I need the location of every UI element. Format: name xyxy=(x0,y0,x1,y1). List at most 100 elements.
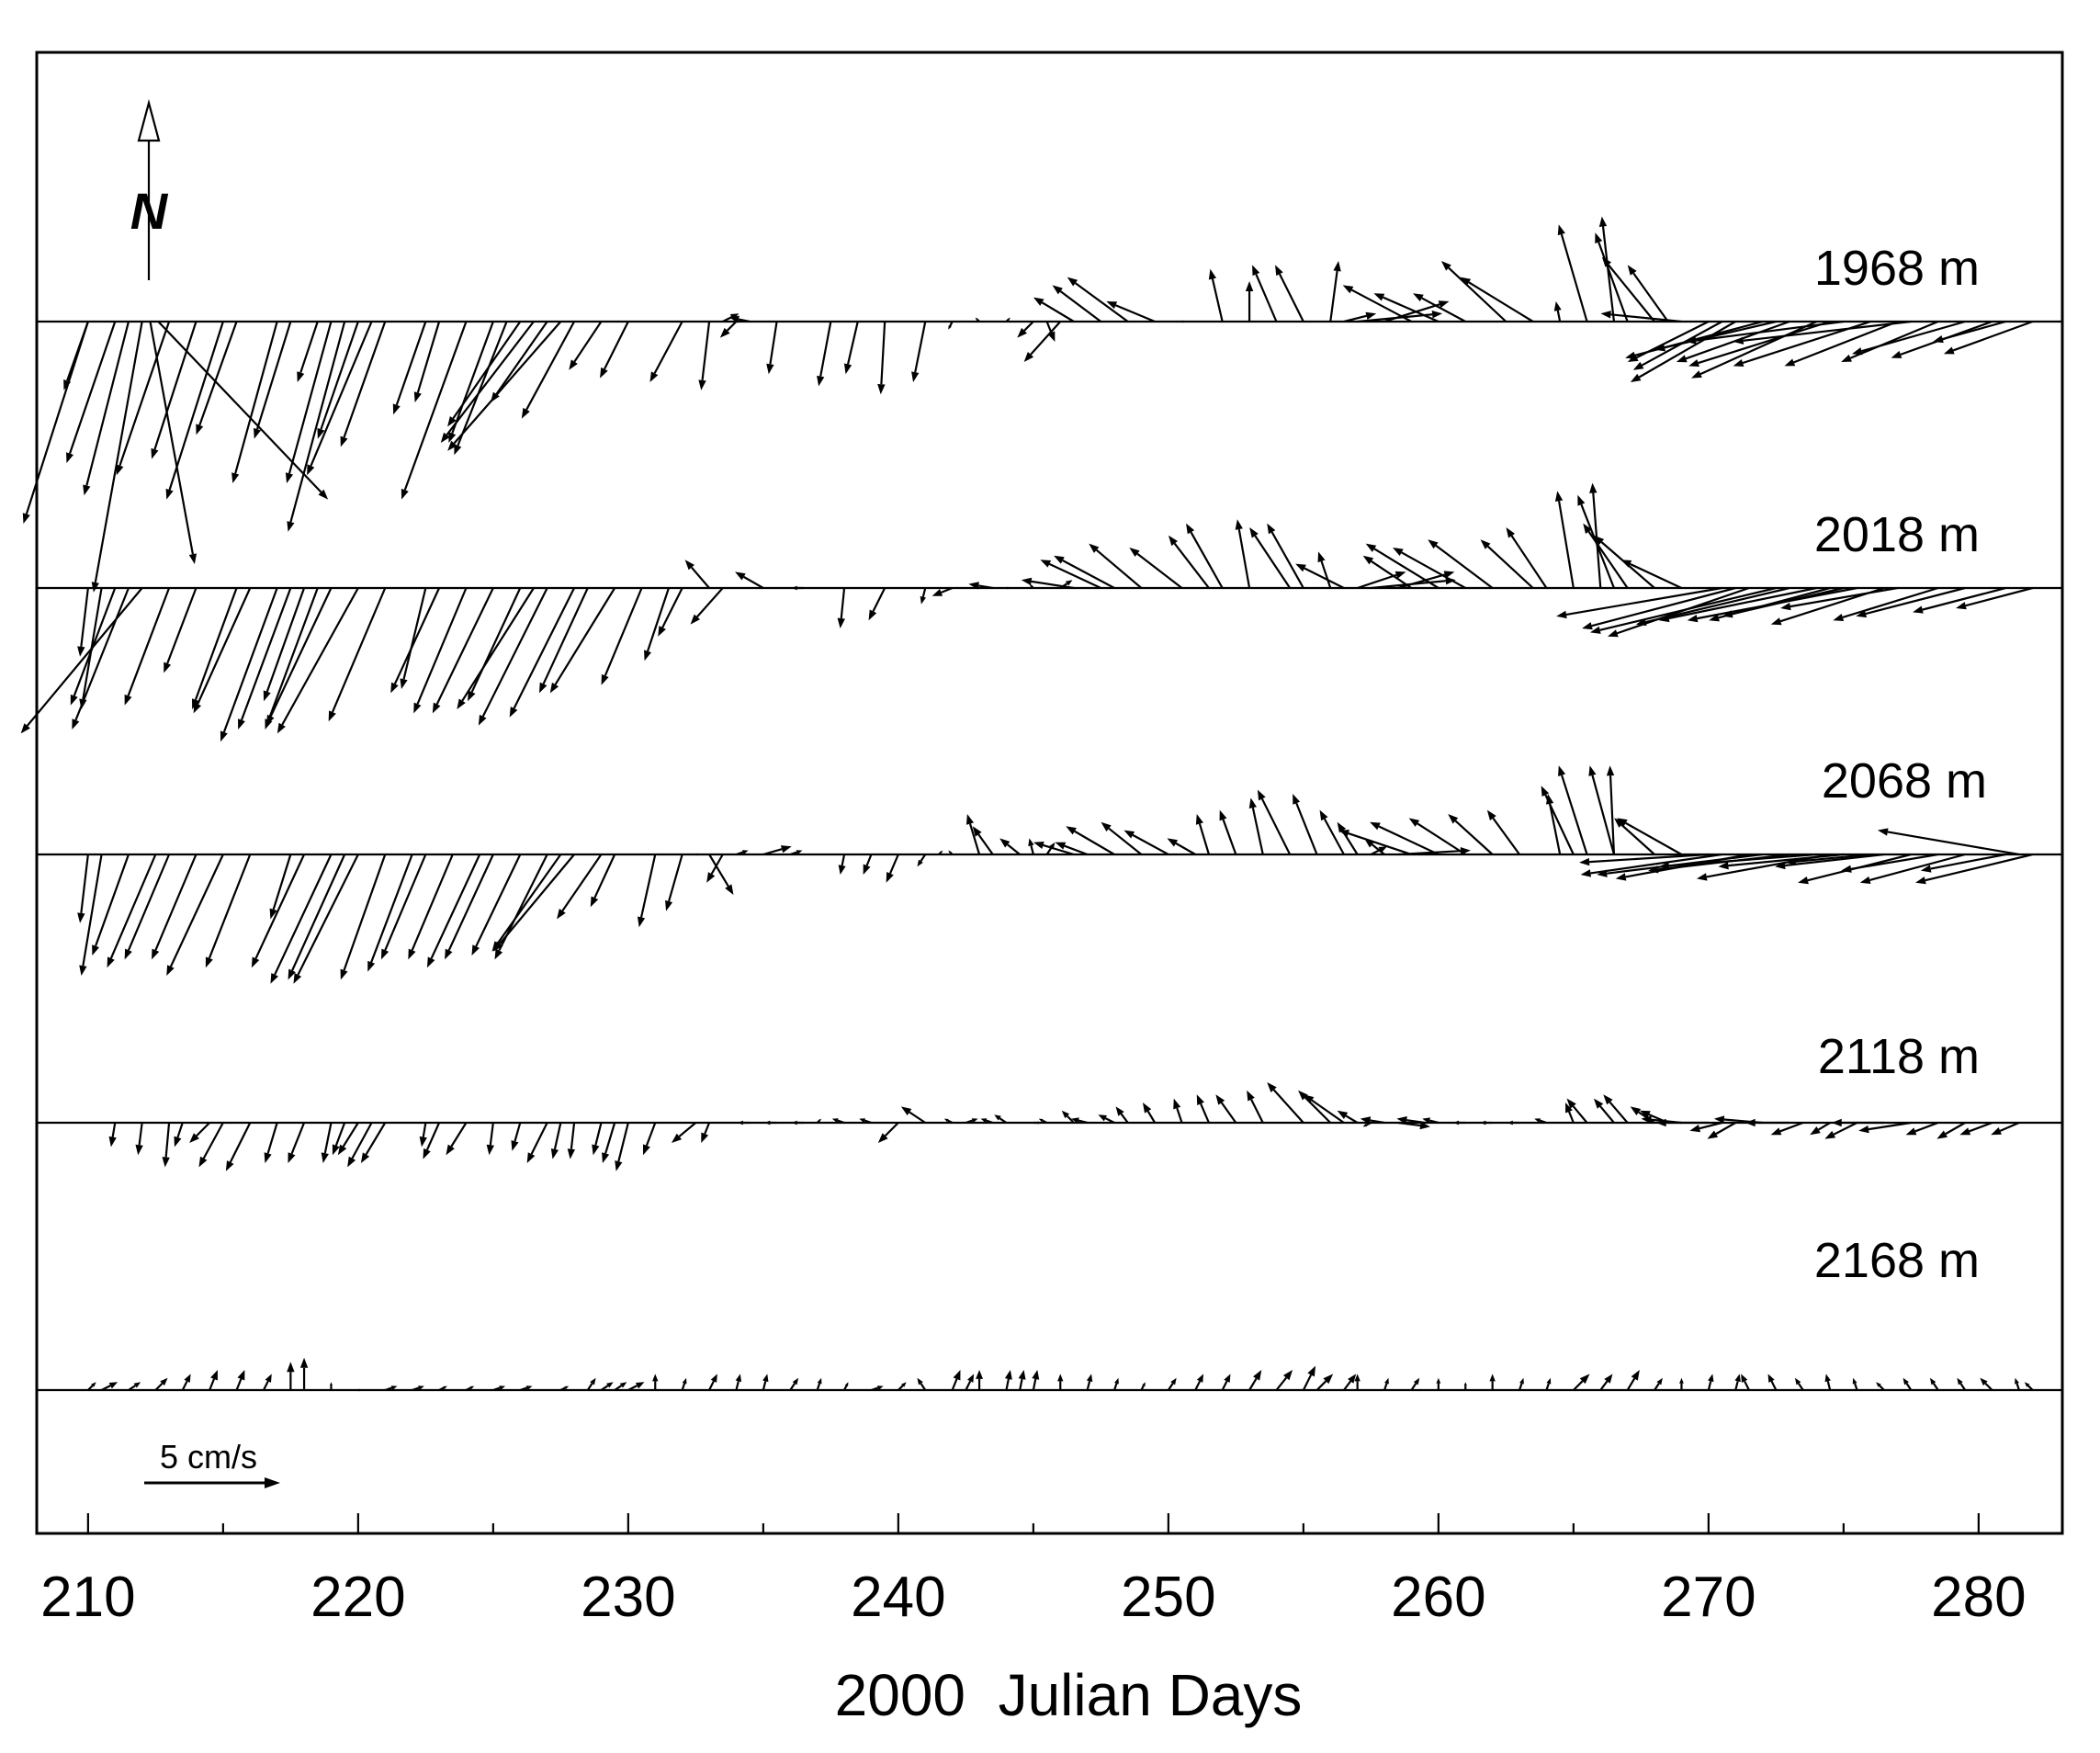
current-vector xyxy=(1343,311,1377,323)
current-vector xyxy=(1689,1121,1722,1133)
current-vector xyxy=(1208,268,1224,322)
current-vector xyxy=(1115,1106,1129,1124)
current-vector xyxy=(1422,1117,1440,1125)
current-vector xyxy=(1658,586,1817,623)
current-vector xyxy=(447,321,522,427)
current-vector xyxy=(1794,1377,1804,1391)
current-vector xyxy=(1440,261,1507,322)
current-vector xyxy=(1249,527,1292,589)
current-vector xyxy=(1017,321,1034,338)
current-vector xyxy=(549,587,616,694)
current-vector xyxy=(287,1362,295,1390)
current-vector xyxy=(698,321,711,390)
current-vector xyxy=(600,1382,614,1391)
series-layer: 1968 m 2018 m 2068 m 2118 m 2168 m xyxy=(20,216,2062,1392)
current-vector xyxy=(419,1122,427,1148)
current-vector xyxy=(1302,1365,1316,1391)
current-vector xyxy=(157,321,329,500)
current-vector xyxy=(943,1118,954,1124)
current-vector xyxy=(951,1370,961,1391)
current-vector xyxy=(340,854,387,980)
current-vector xyxy=(791,585,804,591)
current-vector xyxy=(225,1122,252,1171)
current-vector xyxy=(1247,1090,1264,1124)
current-vector xyxy=(938,850,943,855)
current-vector xyxy=(762,1374,769,1391)
current-vector xyxy=(1626,1370,1640,1391)
current-vector xyxy=(400,587,427,689)
current-vector xyxy=(1275,265,1304,322)
current-vector xyxy=(390,587,441,694)
current-vector xyxy=(994,1114,1008,1124)
current-vector xyxy=(357,1388,363,1392)
current-vector xyxy=(465,1385,475,1391)
current-vector xyxy=(1033,1121,1042,1125)
current-vector xyxy=(108,1122,117,1148)
current-vector xyxy=(1824,1374,1832,1391)
current-vector xyxy=(1688,320,1831,368)
current-vector xyxy=(87,1382,96,1391)
current-vector xyxy=(1933,320,2006,344)
current-vector xyxy=(665,854,683,911)
current-vector xyxy=(491,321,548,402)
current-vector xyxy=(1707,1374,1714,1391)
current-vector xyxy=(1627,265,1669,322)
depth-label: 2068 m xyxy=(1822,753,1987,809)
current-vector xyxy=(538,587,589,694)
current-vector xyxy=(128,1382,141,1391)
current-vector xyxy=(198,1122,224,1168)
current-vector xyxy=(1383,300,1450,323)
current-vector xyxy=(77,587,89,657)
current-vector xyxy=(1006,586,1010,590)
current-vector xyxy=(445,854,494,960)
current-vector xyxy=(367,854,413,972)
current-vector xyxy=(166,854,224,976)
current-vector xyxy=(446,1122,468,1156)
current-vector xyxy=(1579,853,1709,866)
current-vector xyxy=(671,1122,697,1143)
current-vector xyxy=(1627,321,1710,362)
current-vector xyxy=(1630,321,1736,382)
current-vector xyxy=(1396,1115,1426,1125)
current-vector xyxy=(1775,853,1885,870)
current-vector xyxy=(1393,548,1466,589)
current-vector xyxy=(877,1122,899,1143)
current-vector xyxy=(1186,523,1224,589)
current-vector xyxy=(1506,527,1548,589)
current-vector xyxy=(1744,1118,1790,1127)
current-vector xyxy=(1360,1116,1385,1125)
current-vector xyxy=(79,854,103,976)
current-vector xyxy=(649,321,683,382)
current-vector xyxy=(817,321,832,387)
current-vector xyxy=(1980,1377,1993,1391)
series-4: 2118 m xyxy=(37,1029,2062,1171)
current-vector xyxy=(877,321,886,395)
current-vector xyxy=(408,854,454,960)
current-vector xyxy=(1635,586,1790,627)
current-vector xyxy=(116,321,171,476)
current-vector xyxy=(1841,853,1938,873)
current-vector xyxy=(1040,560,1101,589)
x-tick-label: 270 xyxy=(1661,1566,1756,1629)
current-vector xyxy=(968,582,993,590)
current-vector xyxy=(1315,1374,1334,1391)
current-vector xyxy=(1545,1377,1552,1391)
current-vector xyxy=(1295,563,1345,589)
current-vector xyxy=(1558,765,1588,855)
current-vector xyxy=(1679,1377,1684,1390)
current-vector xyxy=(321,1122,333,1163)
current-vector xyxy=(1428,539,1494,589)
current-vector xyxy=(509,587,576,718)
current-vector xyxy=(149,321,198,564)
current-vector xyxy=(181,1374,191,1391)
current-vector xyxy=(526,1122,548,1163)
current-vector xyxy=(1317,551,1332,589)
current-vector xyxy=(735,1374,742,1391)
current-vector xyxy=(1245,281,1254,322)
current-vector xyxy=(1595,232,1629,322)
current-vector xyxy=(736,850,749,856)
current-vector xyxy=(1023,321,1062,362)
current-vector xyxy=(708,1374,717,1391)
current-vector xyxy=(1617,818,1682,855)
